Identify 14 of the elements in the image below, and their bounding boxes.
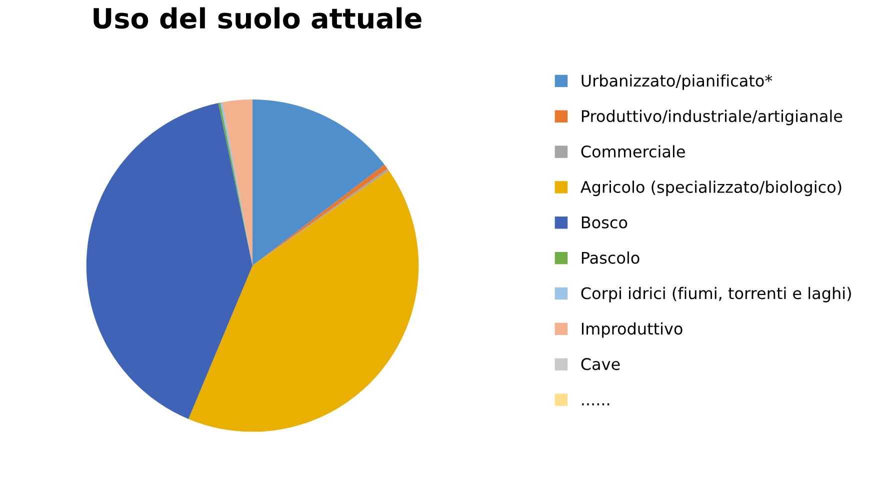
legend-label: Commerciale: [581, 145, 685, 158]
pie-slice: [86, 103, 253, 419]
legend-label: Agricolo (specializzato/biologico): [580, 180, 842, 196]
legend-label: Urbanizzato/pianificato*: [582, 74, 772, 90]
legend-label: Bosco: [582, 216, 628, 228]
chart-title: Uso del suolo attuale: [94, 7, 422, 29]
pie-slice: [252, 100, 384, 266]
legend-label: Produttivo/industriale/artigianale: [582, 110, 842, 126]
legend-label: ......: [582, 403, 610, 406]
legend-label: Pascolo: [582, 251, 640, 264]
pie-slice: [188, 170, 419, 432]
legend-label: Cave: [581, 358, 620, 370]
legend-label: Corpi idrici (fiumi, torrenti e laghi): [581, 286, 851, 302]
legend-label: Improduttivo: [582, 322, 682, 338]
